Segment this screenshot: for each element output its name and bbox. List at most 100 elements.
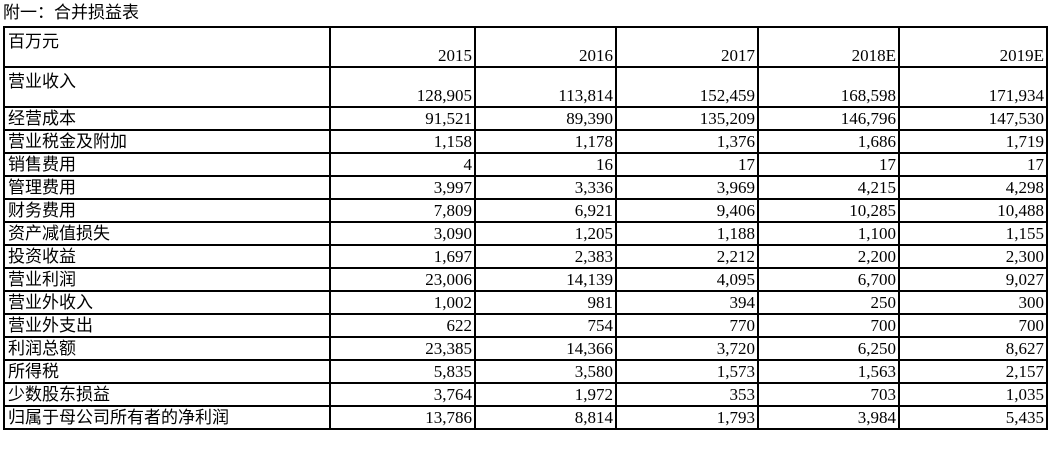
value-cell: 703	[757, 382, 900, 407]
value-cell: 700	[757, 313, 900, 338]
value-cell: 7,809	[329, 198, 476, 223]
value-cell: 146,796	[757, 106, 900, 131]
value-cell: 1,972	[474, 382, 617, 407]
value-cell: 353	[615, 382, 759, 407]
value-cell: 1,563	[757, 359, 900, 384]
table-row: 营业收入 128,905 113,814 152,459 168,598 171,934	[3, 66, 1048, 108]
value-cell: 23,006	[329, 267, 476, 292]
value-cell: 770	[615, 313, 759, 338]
value-cell: 3,720	[615, 336, 759, 361]
value-cell: 1,573	[615, 359, 759, 384]
value-cell: 1,002	[329, 290, 476, 315]
row-label: 资产减值损失	[3, 221, 331, 246]
value-cell: 5,835	[329, 359, 476, 384]
row-label: 投资收益	[3, 244, 331, 269]
row-label: 所得税	[3, 359, 331, 384]
income-statement-table: 百万元 2015 2016 2017 2018E 2019E 营业收入 128,9…	[3, 26, 1048, 430]
value-cell: 2,300	[898, 244, 1048, 269]
value-cell: 152,459	[615, 66, 759, 108]
value-cell: 1,188	[615, 221, 759, 246]
value-cell: 17	[898, 152, 1048, 177]
value-cell: 6,250	[757, 336, 900, 361]
value-cell: 3,969	[615, 175, 759, 200]
value-cell: 1,035	[898, 382, 1048, 407]
value-cell: 1,205	[474, 221, 617, 246]
value-cell: 4,095	[615, 267, 759, 292]
value-cell: 17	[757, 152, 900, 177]
value-cell: 3,336	[474, 175, 617, 200]
value-cell: 16	[474, 152, 617, 177]
value-cell: 14,366	[474, 336, 617, 361]
row-label: 财务费用	[3, 198, 331, 223]
value-cell: 2,157	[898, 359, 1048, 384]
row-label: 归属于母公司所有者的净利润	[3, 405, 331, 430]
value-cell: 981	[474, 290, 617, 315]
value-cell: 89,390	[474, 106, 617, 131]
document-title: 附一：合并损益表	[3, 3, 139, 22]
row-label: 管理费用	[3, 175, 331, 200]
table-row: 经营成本 91,521 89,390 135,209 146,796 147,530	[3, 106, 1048, 131]
value-cell: 4,215	[757, 175, 900, 200]
value-cell: 8,814	[474, 405, 617, 430]
table-row: 营业外收入 1,002 981 394 250 300	[3, 290, 1048, 315]
table-row: 财务费用 7,809 6,921 9,406 10,285 10,488	[3, 198, 1048, 223]
value-cell: 171,934	[898, 66, 1048, 108]
value-cell: 3,580	[474, 359, 617, 384]
value-cell: 4,298	[898, 175, 1048, 200]
value-cell: 113,814	[474, 66, 617, 108]
table-row: 销售费用 4 16 17 17 17	[3, 152, 1048, 177]
table-row: 利润总额 23,385 14,366 3,720 6,250 8,627	[3, 336, 1048, 361]
value-cell: 2,383	[474, 244, 617, 269]
table-row: 管理费用 3,997 3,336 3,969 4,215 4,298	[3, 175, 1048, 200]
value-cell: 754	[474, 313, 617, 338]
year-header: 2019E	[898, 26, 1048, 68]
table-row: 少数股东损益 3,764 1,972 353 703 1,035	[3, 382, 1048, 407]
value-cell: 10,488	[898, 198, 1048, 223]
value-cell: 135,209	[615, 106, 759, 131]
value-cell: 1,100	[757, 221, 900, 246]
table-row: 所得税 5,835 3,580 1,573 1,563 2,157	[3, 359, 1048, 384]
value-cell: 14,139	[474, 267, 617, 292]
value-cell: 1,155	[898, 221, 1048, 246]
value-cell: 6,921	[474, 198, 617, 223]
value-cell: 1,178	[474, 129, 617, 154]
value-cell: 5,435	[898, 405, 1048, 430]
value-cell: 622	[329, 313, 476, 338]
value-cell: 1,158	[329, 129, 476, 154]
row-label: 营业税金及附加	[3, 129, 331, 154]
unit-label: 百万元	[3, 26, 331, 68]
table-row: 营业外支出 622 754 770 700 700	[3, 313, 1048, 338]
table-row: 投资收益 1,697 2,383 2,212 2,200 2,300	[3, 244, 1048, 269]
value-cell: 2,212	[615, 244, 759, 269]
value-cell: 1,376	[615, 129, 759, 154]
value-cell: 700	[898, 313, 1048, 338]
table-row: 归属于母公司所有者的净利润 13,786 8,814 1,793 3,984 5,435	[3, 405, 1048, 430]
table-header-row: 百万元 2015 2016 2017 2018E 2019E	[3, 26, 1048, 68]
table-row: 营业利润 23,006 14,139 4,095 6,700 9,027	[3, 267, 1048, 292]
year-header: 2015	[329, 26, 476, 68]
value-cell: 17	[615, 152, 759, 177]
row-label: 营业外支出	[3, 313, 331, 338]
value-cell: 6,700	[757, 267, 900, 292]
value-cell: 13,786	[329, 405, 476, 430]
value-cell: 10,285	[757, 198, 900, 223]
value-cell: 91,521	[329, 106, 476, 131]
value-cell: 168,598	[757, 66, 900, 108]
value-cell: 1,697	[329, 244, 476, 269]
value-cell: 1,719	[898, 129, 1048, 154]
year-header: 2017	[615, 26, 759, 68]
value-cell: 1,793	[615, 405, 759, 430]
value-cell: 23,385	[329, 336, 476, 361]
row-label: 经营成本	[3, 106, 331, 131]
row-label: 营业利润	[3, 267, 331, 292]
row-label: 利润总额	[3, 336, 331, 361]
value-cell: 128,905	[329, 66, 476, 108]
value-cell: 9,027	[898, 267, 1048, 292]
value-cell: 394	[615, 290, 759, 315]
value-cell: 250	[757, 290, 900, 315]
value-cell: 3,984	[757, 405, 900, 430]
value-cell: 4	[329, 152, 476, 177]
table-row: 资产减值损失 3,090 1,205 1,188 1,100 1,155	[3, 221, 1048, 246]
table-row: 营业税金及附加 1,158 1,178 1,376 1,686 1,719	[3, 129, 1048, 154]
value-cell: 3,090	[329, 221, 476, 246]
